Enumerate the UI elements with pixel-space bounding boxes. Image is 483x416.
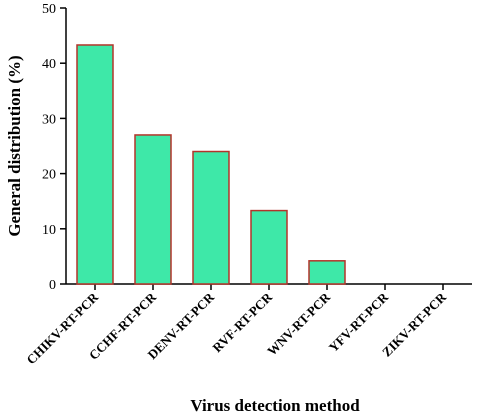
bar-chikv-rt-pcr (76, 44, 114, 285)
y-tick-label: 10 (42, 223, 56, 238)
y-tick-label: 40 (42, 57, 56, 72)
y-axis-title: General distribution (%) (5, 55, 24, 236)
x-tick-label: WNV-RT-PCR (264, 289, 333, 358)
x-axis: CHIKV-RT-PCRCCHF-RT-PCRDENV-RT-PCRRVF-RT… (23, 283, 472, 367)
bar-wnv-rt-pcr (308, 260, 346, 285)
y-tick-label: 20 (42, 168, 56, 183)
bars (76, 44, 346, 285)
bar-cchf-rt-pcr (134, 134, 172, 285)
y-tick-label: 50 (42, 2, 56, 17)
y-tick-label: 0 (49, 278, 56, 293)
bar-rvf-rt-pcr (250, 209, 288, 285)
y-tick-label: 30 (42, 112, 56, 127)
bar-denv-rt-pcr (192, 150, 230, 285)
x-axis-title: Virus detection method (190, 396, 360, 415)
y-axis: 0 10 20 30 40 50 (42, 2, 67, 293)
